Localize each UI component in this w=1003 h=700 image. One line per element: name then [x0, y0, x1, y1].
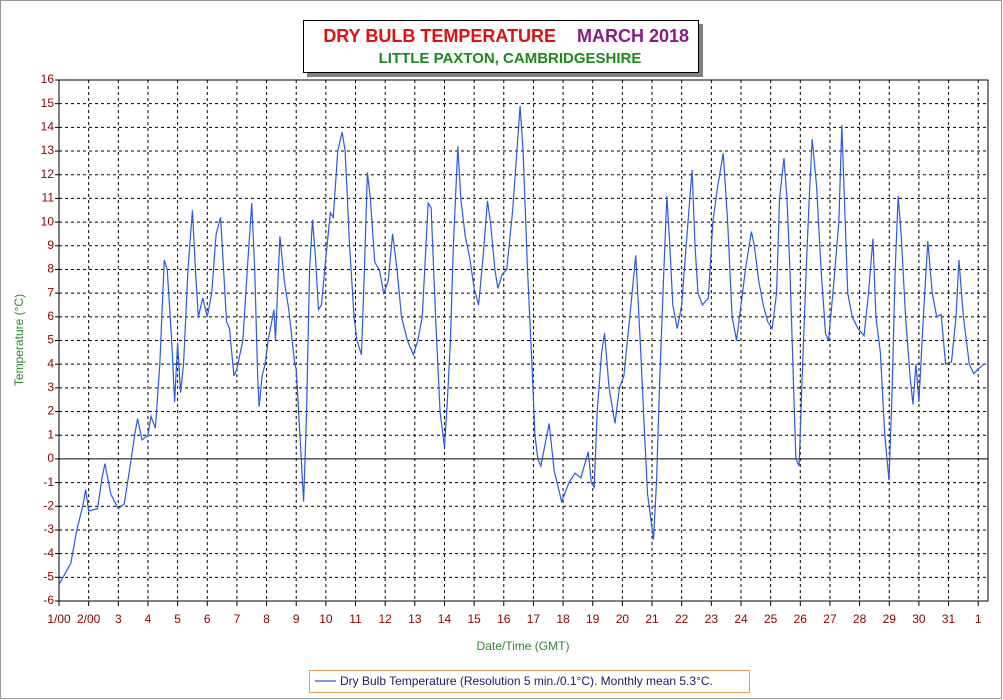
y-tick-label: 6: [47, 309, 54, 323]
x-tick-label: 8: [263, 612, 270, 626]
y-tick-label: -5: [43, 569, 54, 583]
x-tick-label: 1: [975, 612, 982, 626]
title-box: [303, 20, 699, 73]
y-tick-label: 9: [47, 238, 54, 252]
x-tick-label: 14: [438, 612, 452, 626]
y-tick-label: 5: [47, 333, 54, 347]
temperature-line: [58, 106, 985, 585]
y-tick-label: 15: [41, 96, 55, 110]
x-tick-label: 20: [616, 612, 630, 626]
chart-title: DRY BULB TEMPERATURE: [323, 26, 556, 46]
chart-subtitle: LITTLE PAXTON, CAMBRIDGESHIRE: [379, 50, 642, 67]
y-tick-label: -3: [43, 522, 54, 536]
y-tick-label: 10: [41, 214, 55, 228]
y-tick-label: 14: [41, 120, 55, 134]
y-tick-label: 13: [41, 143, 55, 157]
y-tick-label: -4: [43, 546, 54, 560]
y-tick-label: 7: [47, 285, 54, 299]
x-tick-label: 6: [204, 612, 211, 626]
y-tick-label: -1: [43, 475, 54, 489]
x-tick-label: 27: [823, 612, 837, 626]
x-tick-label: 18: [556, 612, 570, 626]
x-tick-label: 17: [527, 612, 541, 626]
y-axis-label: Temperature (°C): [12, 294, 26, 386]
x-tick-label: 5: [174, 612, 181, 626]
x-tick-label: 21: [645, 612, 659, 626]
y-tick-label: 11: [42, 191, 55, 205]
y-tick-label: 3: [47, 380, 54, 394]
x-tick-label: 19: [586, 612, 600, 626]
y-tick-label: -2: [43, 498, 54, 512]
x-tick-label: 3: [115, 612, 122, 626]
y-tick-label: 16: [41, 72, 55, 86]
x-tick-label: 11: [349, 612, 362, 626]
x-tick-label: 24: [734, 612, 748, 626]
x-tick-label: 7: [234, 612, 241, 626]
y-tick-label: 8: [47, 262, 54, 276]
x-tick-label: 30: [912, 612, 926, 626]
y-tick-label: 4: [47, 356, 54, 370]
x-tick-label: 23: [705, 612, 719, 626]
x-tick-label: 13: [408, 612, 422, 626]
legend-box: [309, 670, 750, 693]
y-tick-label: 2: [47, 404, 54, 418]
chart-title-period: MARCH 2018: [577, 26, 689, 46]
x-tick-label: 15: [467, 612, 481, 626]
x-tick-label: 16: [497, 612, 511, 626]
y-tick-label: 0: [47, 451, 54, 465]
x-tick-label: 28: [853, 612, 867, 626]
x-tick-label: 22: [675, 612, 689, 626]
x-tick-label: 2/00: [77, 612, 101, 626]
x-tick-label: 10: [319, 612, 333, 626]
x-axis-label: Date/Time (GMT): [477, 639, 570, 653]
x-tick-label: 31: [942, 612, 956, 626]
x-tick-label: 1/00: [47, 612, 71, 626]
x-tick-label: 9: [293, 612, 300, 626]
y-tick-label: -6: [43, 593, 54, 607]
x-tick-label: 4: [145, 612, 152, 626]
y-tick-label: 12: [41, 167, 55, 181]
x-tick-label: 25: [764, 612, 778, 626]
legend-label: Dry Bulb Temperature (Resolution 5 min./…: [340, 674, 713, 688]
y-tick-label: 1: [47, 427, 54, 441]
x-tick-label: 26: [794, 612, 808, 626]
x-tick-label: 12: [378, 612, 392, 626]
x-tick-label: 29: [883, 612, 897, 626]
